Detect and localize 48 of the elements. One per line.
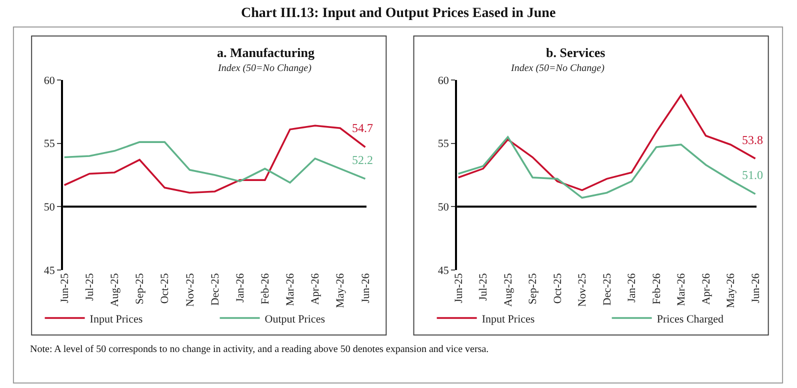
x-tick-label: Oct-25 (552, 272, 564, 304)
y-tick-label: 45 (44, 264, 56, 277)
x-tick-label: Dec-25 (601, 272, 614, 306)
chart-subtitle: Index (50=No Change) (510, 63, 606, 74)
x-tick-label: May-26 (725, 272, 738, 308)
x-tick-label: Feb-26 (260, 272, 272, 304)
x-tick-label: Apr-26 (700, 272, 712, 305)
y-tick-label: 50 (438, 202, 450, 214)
x-tick-label: Sep-25 (134, 272, 146, 304)
x-tick-label: Aug-25 (109, 272, 122, 307)
x-tick-label: Dec-25 (209, 272, 222, 306)
annotation: 53.8 (742, 133, 763, 147)
annotation: 51.0 (742, 168, 763, 182)
x-tick-label: Apr-26 (310, 272, 322, 305)
y-tick-label: 55 (438, 138, 450, 150)
x-tick-label: Jul-25 (478, 272, 490, 301)
x-tick-label: May-26 (334, 272, 347, 308)
x-tick-label: Mar-26 (676, 272, 688, 306)
x-tick-label: Jun-25 (58, 272, 71, 304)
x-tick-label: Nov-25 (184, 272, 196, 307)
y-tick-label: 50 (44, 202, 56, 214)
annotation: 52.2 (352, 153, 373, 167)
y-tick-label: 60 (44, 74, 56, 87)
legend-label: Output Prices (264, 313, 325, 326)
x-tick-label: Jun-26 (360, 272, 372, 304)
x-tick-label: Feb-26 (650, 272, 663, 304)
y-tick-label: 45 (438, 264, 450, 277)
y-tick-label: 60 (438, 74, 450, 87)
legend-label: Prices Charged (656, 313, 724, 326)
x-tick-label: Jun-25 (452, 272, 465, 304)
x-tick-label: Mar-26 (284, 272, 297, 306)
x-tick-label: Jul-25 (84, 272, 96, 301)
annotation: 54.7 (352, 121, 373, 135)
x-tick-label: Jun-26 (750, 272, 762, 304)
legend-label: Input Prices (482, 313, 535, 326)
legend-label: Input Prices (90, 313, 143, 326)
text: Note: A level of 50 corresponds to no change in activity, and a reading above 50 denotes expansion and vice versa. (30, 344, 489, 355)
x-tick-label: Jan-26 (626, 272, 638, 303)
chart-subtitle: Index (50=No Change) (217, 63, 312, 74)
x-tick-label: Sep-25 (527, 272, 540, 304)
x-tick-label: Oct-25 (159, 272, 172, 304)
text: Chart III.13: Input and Output Prices Eased in June (241, 6, 556, 21)
x-tick-label: Jan-26 (234, 272, 246, 303)
y-tick-label: 55 (44, 138, 56, 150)
x-tick-label: Aug-25 (502, 272, 514, 307)
chart-title: a. Manufacturing (217, 45, 315, 60)
x-tick-label: Nov-25 (576, 272, 589, 307)
chart-title: b. Services (546, 45, 606, 60)
